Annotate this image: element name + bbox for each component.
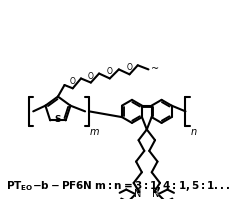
Text: O: O	[107, 67, 113, 76]
Text: S: S	[55, 115, 61, 124]
Text: O: O	[70, 77, 76, 86]
Text: O: O	[88, 72, 94, 81]
Text: m: m	[90, 127, 100, 137]
Text: $\mathbf{PT_{EO}}$$\mathbf{-b-PF6N}$ $\mathbf{m:n=3:1, 4:1, 5:1...}$: $\mathbf{PT_{EO}}$$\mathbf{-b-PF6N}$ $\m…	[6, 179, 230, 193]
Text: N: N	[134, 189, 141, 200]
Text: O: O	[126, 63, 132, 72]
Text: ~: ~	[151, 64, 159, 74]
Text: N: N	[152, 189, 160, 200]
Text: n: n	[190, 127, 197, 137]
